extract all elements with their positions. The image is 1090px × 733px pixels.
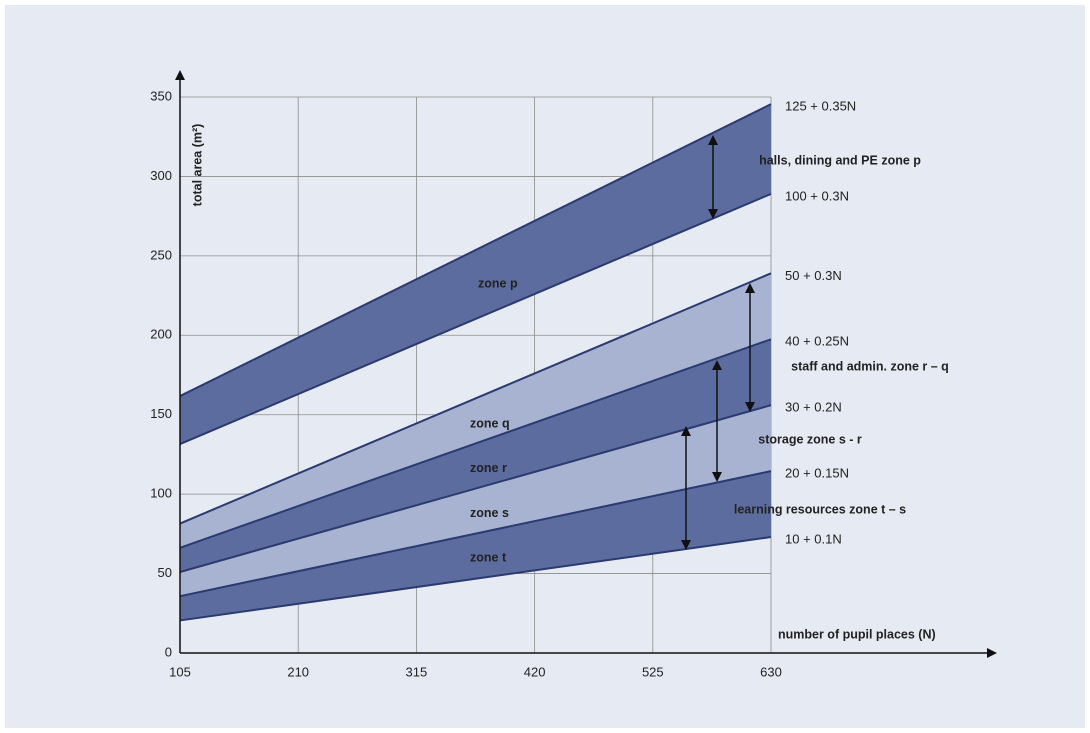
zone-label: zone r <box>470 461 507 475</box>
series-line <box>179 536 772 622</box>
series-line <box>179 404 772 573</box>
series-line <box>179 470 772 598</box>
x-tick-label: 630 <box>760 664 782 679</box>
annotation: learning resources zone t – s <box>734 502 906 516</box>
series-label: 10 + 0.1N <box>785 531 842 546</box>
x-tick-label: 315 <box>406 664 428 679</box>
annotation: storage zone s - r <box>758 432 862 446</box>
y-tick-label: 0 <box>165 644 172 659</box>
series-line <box>179 192 772 446</box>
zone-label: zone t <box>470 550 507 564</box>
x-axis-label: number of pupil places (N) <box>778 627 936 641</box>
series-line <box>179 103 772 397</box>
x-tick-label: 210 <box>287 664 309 679</box>
zone-band <box>180 104 771 445</box>
annotation: halls, dining and PE zone p <box>759 153 921 167</box>
y-tick-label: 100 <box>150 486 172 501</box>
x-tick-label: 525 <box>642 664 664 679</box>
series-label: 125 + 0.35N <box>785 99 856 114</box>
zone-band <box>180 339 771 572</box>
series-label: 30 + 0.2N <box>785 400 842 415</box>
series-label: 20 + 0.15N <box>785 466 849 481</box>
x-tick-label: 420 <box>524 664 546 679</box>
series-line <box>179 338 772 549</box>
zone-band <box>180 471 771 621</box>
zone-label: zone s <box>470 506 509 520</box>
annotation: staff and admin. zone r – q <box>791 359 949 373</box>
y-axis-label: total area (m²) <box>190 124 204 207</box>
y-tick-label: 250 <box>150 247 172 262</box>
series-line <box>179 272 772 525</box>
series-label: 40 + 0.25N <box>785 334 849 349</box>
zone-label: zone p <box>478 277 518 291</box>
y-tick-label: 150 <box>150 406 172 421</box>
x-tick-label: 105 <box>169 664 191 679</box>
zone-label: zone q <box>470 416 510 430</box>
y-tick-label: 300 <box>150 168 172 183</box>
series-label: 100 + 0.3N <box>785 188 849 203</box>
y-tick-label: 350 <box>150 88 172 103</box>
y-tick-label: 50 <box>158 565 172 580</box>
zone-band <box>180 405 771 597</box>
y-tick-label: 200 <box>150 327 172 342</box>
zone-band <box>180 273 771 548</box>
series-label: 50 + 0.3N <box>785 268 842 283</box>
